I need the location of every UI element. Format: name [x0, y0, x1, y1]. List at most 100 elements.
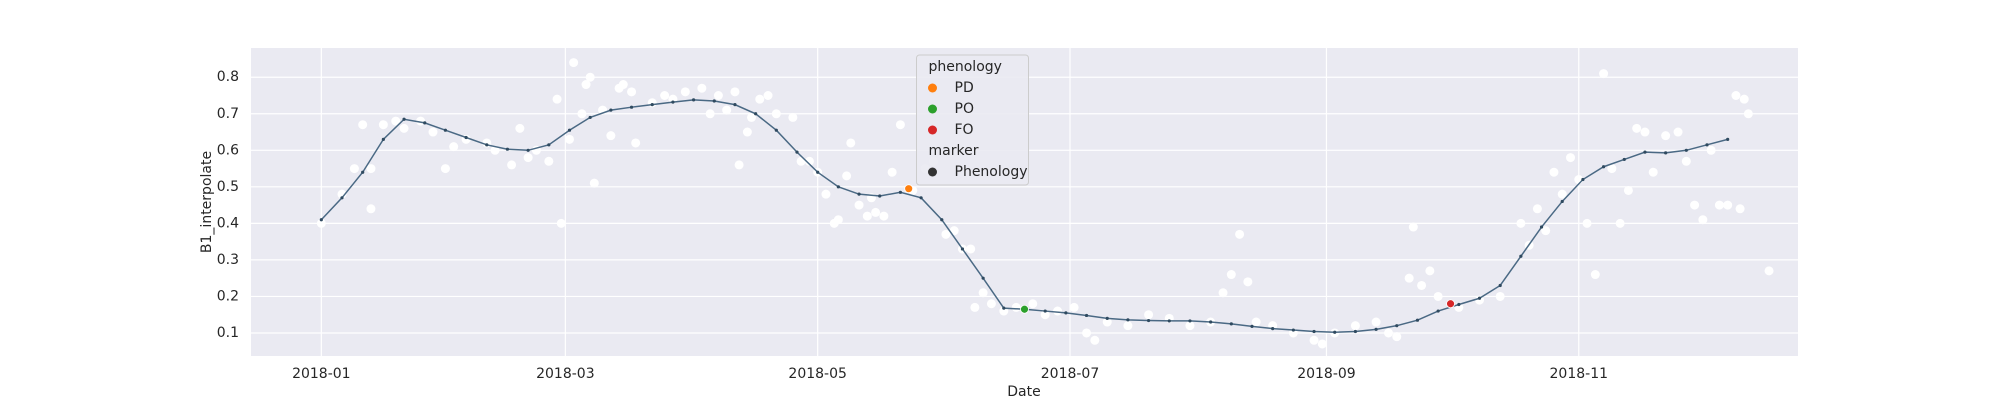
- observation-point: [552, 94, 562, 104]
- observation-point: [966, 244, 976, 254]
- observation-point: [697, 83, 707, 93]
- legend-marker: [928, 125, 937, 135]
- line-marker: [712, 99, 716, 103]
- phenology-point: [1446, 299, 1455, 309]
- observation-point: [507, 160, 517, 170]
- legend-marker: [928, 104, 937, 114]
- observation-point: [1532, 204, 1542, 214]
- legend-label: PO: [955, 101, 974, 117]
- line-marker: [588, 115, 592, 120]
- observation-point: [1743, 109, 1753, 119]
- observation-point: [1069, 302, 1079, 312]
- observation-point: [788, 112, 798, 122]
- x-tick-label: 2018-05: [788, 366, 847, 382]
- line-marker: [1229, 322, 1233, 326]
- observation-point: [627, 87, 637, 97]
- line-marker: [1415, 318, 1420, 322]
- line-marker: [526, 148, 530, 152]
- legend-marker: [928, 167, 937, 177]
- line-marker: [754, 112, 758, 116]
- observation-point: [722, 105, 732, 115]
- line-marker: [1374, 327, 1378, 331]
- line-marker: [1519, 254, 1523, 258]
- line-marker: [857, 192, 861, 196]
- observation-point: [1082, 328, 1092, 338]
- observation-point: [763, 90, 773, 100]
- observation-point: [1690, 200, 1700, 210]
- observation-point: [585, 72, 595, 82]
- observation-point: [1706, 145, 1716, 155]
- legend-box: [916, 54, 1029, 186]
- line-marker: [1457, 302, 1461, 307]
- line-marker: [1002, 306, 1006, 310]
- line-marker: [1333, 330, 1337, 334]
- observation-point: [978, 288, 988, 298]
- line-marker: [1705, 143, 1709, 147]
- legend-label: Phenology: [955, 164, 1028, 180]
- line-marker: [816, 170, 820, 174]
- observation-point: [1243, 277, 1253, 287]
- line-marker: [609, 108, 613, 112]
- observation-point: [730, 87, 740, 97]
- observation-point: [804, 156, 814, 166]
- line-marker: [402, 117, 406, 121]
- observation-point: [440, 164, 450, 174]
- x-axis-label: Date: [1007, 384, 1040, 400]
- line-marker: [774, 128, 778, 132]
- observation-point: [1764, 266, 1774, 276]
- line-marker: [629, 105, 634, 109]
- line-marker: [1271, 326, 1275, 331]
- observation-point: [1495, 291, 1505, 301]
- observation-point: [796, 156, 806, 166]
- observation-point: [755, 94, 765, 104]
- observation-point: [1433, 291, 1443, 301]
- line-marker: [960, 247, 965, 251]
- observation-point: [1673, 127, 1683, 137]
- observation-point: [337, 189, 347, 199]
- observation-point: [1516, 218, 1526, 228]
- observation-point: [1566, 153, 1575, 163]
- y-tick-label: 0.3: [217, 252, 239, 268]
- observation-point: [879, 211, 889, 221]
- observation-point: [1623, 185, 1633, 195]
- observation-point: [1735, 204, 1745, 214]
- y-tick-label: 0.2: [217, 288, 239, 304]
- legend: phenology PD PO FO marker Phenology: [916, 54, 1029, 186]
- line-marker: [940, 218, 944, 222]
- observation-point: [871, 207, 881, 217]
- line-marker: [464, 135, 468, 140]
- observation-point: [1475, 295, 1484, 305]
- line-marker: [381, 137, 385, 141]
- observation-point: [1698, 215, 1708, 225]
- observation-point: [705, 109, 715, 119]
- observation-point: [747, 112, 756, 122]
- y-tick-label: 0.8: [217, 69, 239, 85]
- line-marker: [650, 103, 654, 107]
- observation-point: [1425, 266, 1435, 276]
- observation-point: [713, 90, 723, 100]
- observation-point: [986, 299, 996, 309]
- observation-point: [1557, 189, 1567, 199]
- observation-point: [1590, 270, 1600, 280]
- line-marker: [1188, 319, 1192, 323]
- line-marker: [1291, 328, 1295, 332]
- line-marker: [1664, 151, 1668, 155]
- observation-point: [515, 123, 525, 133]
- line-marker: [443, 128, 448, 132]
- line-marker: [1084, 313, 1089, 318]
- line-marker: [1353, 329, 1358, 334]
- observation-point: [1739, 94, 1749, 104]
- observation-point: [556, 218, 566, 228]
- observation-point: [490, 145, 500, 155]
- line-marker: [1581, 177, 1585, 182]
- observation-point: [523, 153, 533, 163]
- line-marker: [1539, 225, 1544, 229]
- observation-point: [399, 123, 409, 133]
- observation-point: [1040, 310, 1050, 320]
- observation-point: [680, 87, 690, 97]
- line-marker: [319, 218, 323, 222]
- y-tick-label: 0.1: [217, 325, 239, 341]
- observation-point: [391, 116, 401, 126]
- observation-point: [349, 164, 359, 174]
